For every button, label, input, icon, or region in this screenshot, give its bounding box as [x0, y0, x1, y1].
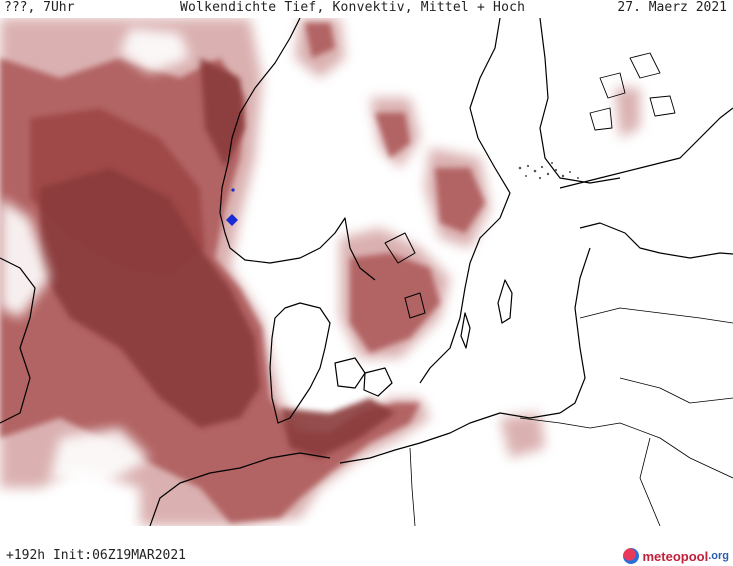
clear-sky-gaps — [0, 28, 190, 488]
station-markers — [226, 188, 238, 226]
cloud-cover-map — [0, 18, 733, 526]
brand-name: meteopool — [642, 548, 709, 564]
forecast-date: 27. Maerz 2021 — [617, 0, 727, 15]
meteopool-logo[interactable]: meteopool .org — [623, 546, 729, 566]
archipelago-marks — [518, 162, 579, 180]
cloud-layer-dense — [40, 58, 395, 458]
forecast-time-label: ???, 7Uhr — [4, 0, 75, 15]
run-info-label: +192h Init:06Z19MAR2021 — [6, 548, 187, 563]
map-title: Wolkendichte Tief, Konvektiv, Mittel + H… — [180, 0, 526, 15]
meteopool-icon — [623, 548, 640, 564]
coastlines — [0, 18, 733, 526]
brand-tld: .org — [708, 550, 729, 562]
